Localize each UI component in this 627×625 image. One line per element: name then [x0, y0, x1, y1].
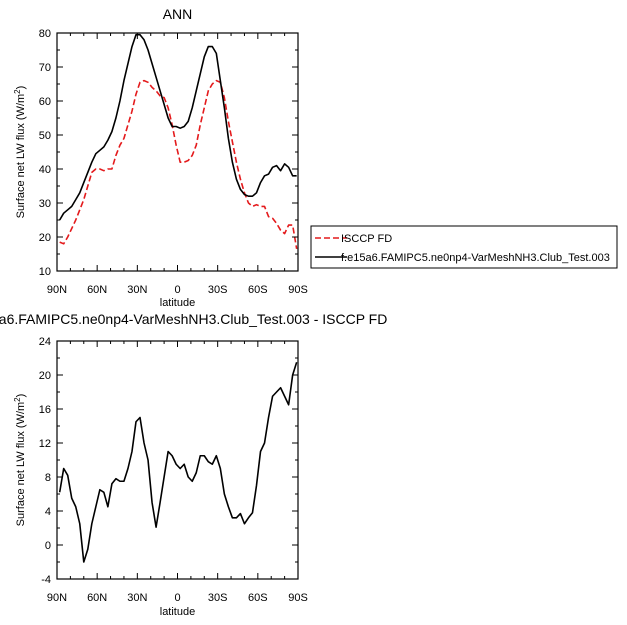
top-panel-ylabel: Surface net LW flux (W/m2) — [13, 86, 28, 219]
p1-xtick-label: 30S — [208, 284, 228, 296]
p1-xtick-label: 60S — [248, 284, 268, 296]
p1-xtick-label: 30N — [127, 284, 147, 296]
top-panel-title: ANN — [163, 6, 193, 22]
p2-series-line-0 — [58, 362, 298, 563]
p2-xtick-label: 60S — [248, 592, 268, 604]
p2-xtick-label: 0 — [174, 592, 180, 604]
p2-ytick-label: 20 — [39, 370, 51, 382]
p2-ytick-label: 24 — [39, 336, 51, 348]
p1-xtick-label: 90S — [288, 284, 308, 296]
bottom-panel-title: f.e15a6.FAMIPC5.ne0np4-VarMeshNH3.Club_T… — [0, 311, 387, 327]
p2-ytick-label: 12 — [39, 438, 51, 450]
p1-xtick-label: 60N — [87, 284, 107, 296]
p1-xtick-label: 0 — [174, 284, 180, 296]
bottom-panel-xlabel: latitude — [160, 606, 195, 618]
ylabel-close: ) — [15, 86, 27, 90]
legend-box — [310, 225, 618, 269]
p1-series-line-1 — [58, 33, 297, 221]
ylabel-superscript: 2 — [13, 89, 22, 94]
legend-label-0: ISCCP FD — [341, 233, 392, 245]
p2-ytick-label: 16 — [39, 404, 51, 416]
p2-ytick-label: 4 — [45, 506, 51, 518]
top-panel-series — [58, 33, 298, 250]
ylabel-superscript: 2 — [13, 397, 22, 402]
ylabel-close: ) — [15, 394, 27, 398]
top-panel-xlabel: latitude — [160, 297, 195, 309]
top-panel: ANN Surface net LW flux (W/m2) latitude … — [13, 6, 308, 309]
p1-xtick-label: 90N — [47, 284, 67, 296]
bottom-panel-series — [58, 362, 298, 563]
ylabel-text: Surface net LW flux (W/m — [15, 402, 27, 527]
p1-ytick-label: 60 — [39, 96, 51, 108]
p2-xtick-label: 90N — [47, 592, 67, 604]
bottom-panel-axes: 90N 60N 30N 0 30S 60S 90S -4 0 4 8 12 16 20 24 — [39, 336, 308, 604]
p1-series-line-0 — [59, 79, 298, 250]
p1-ytick-label: 30 — [39, 198, 51, 210]
p2-frame — [56, 340, 299, 580]
bottom-panel: f.e15a6.FAMIPC5.ne0np4-VarMeshNH3.Club_T… — [0, 311, 387, 618]
p2-ytick-label: 0 — [45, 540, 51, 552]
p1-ytick-label: 80 — [39, 28, 51, 40]
p1-ytick-label: 20 — [39, 232, 51, 244]
p2-xtick-label: 90S — [288, 592, 308, 604]
p1-ytick-label: 40 — [39, 164, 51, 176]
ylabel-text: Surface net LW flux (W/m — [15, 94, 27, 219]
p2-xtick-label: 30N — [127, 592, 147, 604]
p1-ytick-label: 10 — [39, 266, 51, 278]
legend-label-1: f.e15a6.FAMIPC5.ne0np4-VarMeshNH3.Club_T… — [341, 252, 610, 264]
p2-xtick-label: 60N — [87, 592, 107, 604]
p2-ytick-label: 8 — [45, 472, 51, 484]
p2-xtick-label: 30S — [208, 592, 228, 604]
p1-ytick-label: 50 — [39, 130, 51, 142]
legend: ISCCP FD f.e15a6.FAMIPC5.ne0np4-VarMeshNH… — [310, 225, 618, 269]
p2-ytick-label: -4 — [41, 574, 51, 586]
bottom-panel-ylabel: Surface net LW flux (W/m2) — [13, 394, 28, 527]
p1-ytick-label: 70 — [39, 62, 51, 74]
top-panel-axes: 90N 60N 30N 0 30S 60S 90S 10 20 30 40 50 60 70 80 — [39, 28, 308, 296]
